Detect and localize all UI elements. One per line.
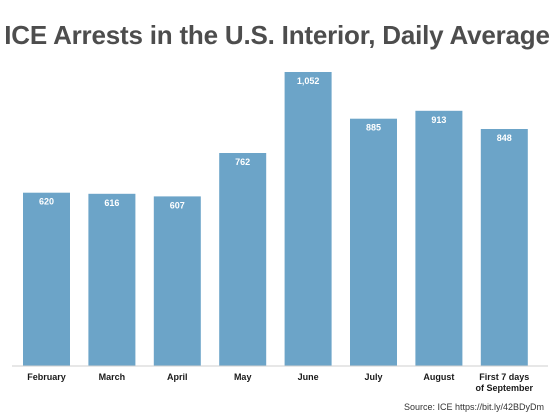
bar-0 [23, 192, 70, 366]
bar-5 [350, 118, 397, 366]
bar-value-label-3: 762 [235, 157, 250, 167]
category-label-2: April [167, 372, 188, 382]
bar-value-label-0: 620 [39, 197, 54, 207]
bar-value-label-4: 1,052 [297, 76, 320, 86]
bar-value-label-7: 848 [497, 133, 512, 143]
category-label-6: August [423, 372, 454, 382]
bar-value-label-2: 607 [170, 200, 185, 210]
bar-3 [219, 153, 267, 366]
bar-value-label-1: 616 [104, 198, 119, 208]
labels-layer: 620 February 616 March 607 April 762 May 1,052 Ju… [27, 76, 533, 393]
bars-layer [23, 72, 528, 366]
category-label-1: March [99, 372, 126, 382]
bar-value-label-6: 913 [431, 115, 446, 125]
category-label-3: May [234, 372, 252, 382]
chart-title: ICE Arrests in the U.S. Interior, Daily … [4, 20, 550, 50]
bar-2 [153, 196, 201, 366]
category-label-0: February [27, 372, 66, 382]
bar-value-label-5: 885 [366, 123, 381, 133]
category-label-4: June [298, 372, 319, 382]
bar-7 [480, 129, 528, 366]
bar-6 [415, 110, 463, 366]
category-label-5: July [364, 372, 382, 382]
category-label-7: First 7 days of September [476, 372, 534, 393]
source-note: Source: ICE https://bit.ly/42BDyDm [403, 402, 544, 412]
bar-1 [88, 193, 136, 366]
bar-4 [284, 72, 332, 366]
